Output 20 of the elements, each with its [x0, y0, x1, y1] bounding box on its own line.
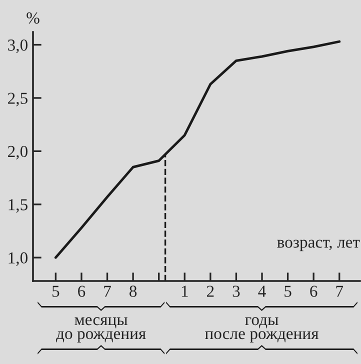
x-axis-title: возраст, лет: [277, 240, 360, 252]
x-tick-label: 5: [284, 286, 292, 297]
text: месяцы до рождения: [56, 317, 146, 343]
x-tick-label: 8: [130, 286, 137, 297]
x-tick-label: 7: [104, 286, 111, 297]
x-tick-label: 6: [78, 286, 86, 297]
x-tick-label: 7: [336, 286, 344, 297]
y-tick-label: 1,0: [8, 252, 28, 266]
y-tick-label: 1,5: [8, 199, 28, 213]
y-axis-title: %: [26, 12, 40, 24]
y-tick-label: 3,0: [8, 39, 28, 54]
x-tick-label: 6: [310, 286, 318, 297]
y-tick-label: 2,5: [8, 92, 28, 106]
x-tick-label: 1: [182, 286, 188, 297]
x-tick-label: 3: [232, 286, 240, 297]
x-tick-label: 5: [52, 286, 60, 297]
text: годы после рождения: [205, 317, 318, 343]
x-tick-label: 2: [206, 286, 214, 297]
x-tick-label: 4: [258, 286, 266, 297]
y-tick-label: 2,0: [8, 146, 28, 160]
